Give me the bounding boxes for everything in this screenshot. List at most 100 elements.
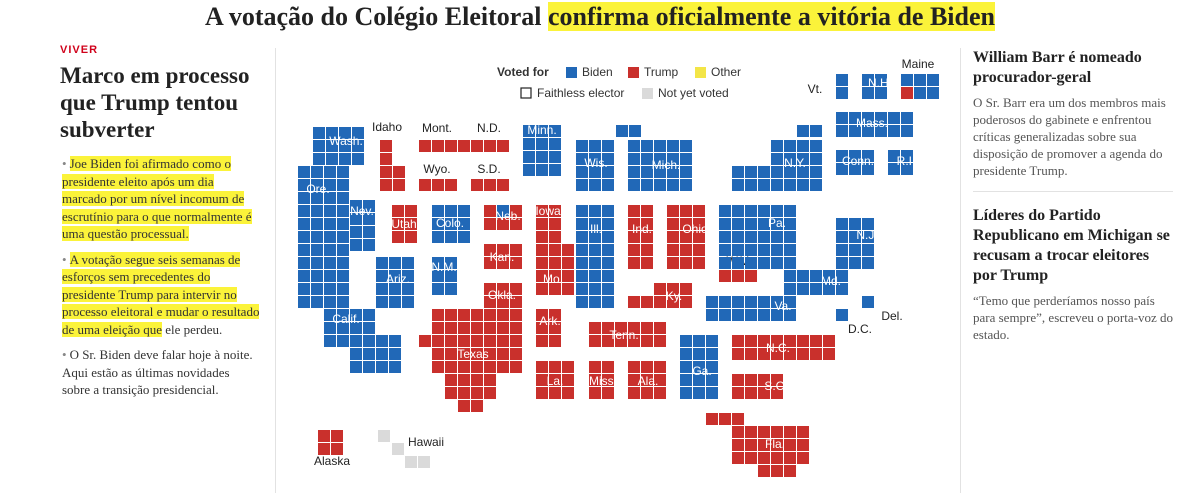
tile: [562, 270, 574, 282]
tile: [628, 335, 640, 347]
headline-highlight[interactable]: confirma oficialmente a vitória de Biden: [548, 2, 995, 31]
tile: [298, 192, 310, 204]
tile: [602, 322, 614, 334]
tile: [376, 257, 388, 269]
tile: [706, 348, 718, 360]
tile: [758, 426, 770, 438]
tile: [849, 244, 861, 256]
tile: [901, 150, 913, 162]
story-headline[interactable]: William Barr é nomeado procurador-geral: [973, 49, 1142, 86]
tile: [337, 257, 349, 269]
tile: [510, 309, 522, 321]
tile: [350, 239, 362, 251]
tile: [849, 112, 861, 124]
state-label: Alaska: [314, 454, 350, 468]
story-headline[interactable]: Marco em processo que Trump tentou subve…: [60, 63, 250, 142]
tile: [771, 153, 783, 165]
tile: [380, 166, 392, 178]
tile: [628, 374, 640, 386]
tile: [732, 166, 744, 178]
tile: [484, 361, 496, 373]
tile: [602, 244, 614, 256]
tile: [771, 231, 783, 243]
tile: [576, 283, 588, 295]
headline-text[interactable]: A votação do Colégio Eleitoral: [205, 2, 542, 31]
tile: [402, 296, 414, 308]
tile: [732, 179, 744, 191]
tile: [432, 283, 444, 295]
state-label: Iowa: [535, 204, 561, 218]
tile: [337, 270, 349, 282]
tile: [771, 452, 783, 464]
tile: [797, 179, 809, 191]
state-label: Wis.: [584, 156, 607, 170]
tile: [458, 335, 470, 347]
tile: [536, 374, 548, 386]
tile: [680, 283, 692, 295]
state-label: Fla.: [765, 437, 785, 451]
tile: [667, 218, 679, 230]
tile: [458, 361, 470, 373]
state-label: Mich.: [652, 158, 681, 172]
tile: [484, 348, 496, 360]
state-label: N.D.: [477, 121, 501, 135]
tile: [654, 283, 666, 295]
tile: [680, 361, 692, 373]
tile: [771, 257, 783, 269]
tile: [810, 335, 822, 347]
tile: [497, 218, 509, 230]
tile: [667, 166, 679, 178]
tile: [602, 231, 614, 243]
tile: [745, 270, 757, 282]
tile: [298, 244, 310, 256]
state-label: Calif.: [332, 312, 359, 326]
tile: [363, 200, 375, 212]
tile: [784, 465, 796, 477]
tile: [497, 244, 509, 256]
tile: [311, 283, 323, 295]
tile: [432, 179, 444, 191]
tile: [693, 335, 705, 347]
tile: [849, 231, 861, 243]
tile: [784, 309, 796, 321]
tile: [680, 374, 692, 386]
tile: [602, 387, 614, 399]
tile: [497, 205, 509, 217]
tile: [862, 87, 874, 99]
tile: [405, 231, 417, 243]
tile: [445, 270, 457, 282]
tile: [311, 205, 323, 217]
tile: [901, 125, 913, 137]
state-label: R.I.: [897, 154, 916, 168]
tile: [445, 335, 457, 347]
tile: [693, 348, 705, 360]
left-column: VIVER Marco em processo que Trump tentou…: [60, 44, 260, 407]
tile: [589, 335, 601, 347]
state-label: Ohio: [682, 222, 708, 236]
tile: [324, 205, 336, 217]
tile: [484, 179, 496, 191]
state-label: Md.: [821, 274, 841, 288]
state-label: Maine: [902, 57, 935, 71]
tile: [771, 348, 783, 360]
tile: [758, 452, 770, 464]
tile: [745, 218, 757, 230]
tile: [339, 127, 351, 139]
tile: [363, 226, 375, 238]
tile: [784, 205, 796, 217]
tile: [419, 140, 431, 152]
tile: [732, 387, 744, 399]
headline[interactable]: A votação do Colégio Eleitoral confirma …: [0, 2, 1200, 32]
legend-swatch: [628, 67, 639, 78]
tile: [576, 231, 588, 243]
legend-title: Voted for: [497, 65, 549, 79]
tile: [732, 374, 744, 386]
story-headline[interactable]: Líderes do Partido Republicano em Michig…: [973, 207, 1170, 284]
tile: [419, 179, 431, 191]
legend-swatch: [642, 88, 653, 99]
tile: [536, 231, 548, 243]
kicker[interactable]: VIVER: [60, 44, 99, 56]
tile: [732, 426, 744, 438]
tile: [484, 387, 496, 399]
tile: [654, 166, 666, 178]
